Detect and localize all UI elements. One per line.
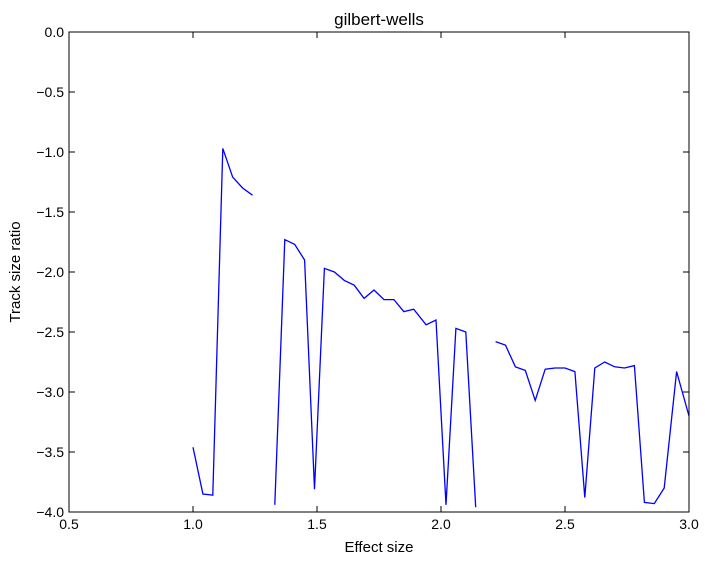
axis-ticks xyxy=(68,31,690,513)
series-line-segment xyxy=(192,148,253,496)
y-tick-label: −2.0 xyxy=(36,264,64,280)
x-tick-label: 2.0 xyxy=(431,516,451,532)
y-tick-label: −2.5 xyxy=(36,324,64,340)
y-tick-label: −4.0 xyxy=(36,504,64,520)
x-tick-label: 3.0 xyxy=(679,516,699,532)
series-line-segment xyxy=(274,238,477,508)
plot-lines xyxy=(192,148,690,508)
y-tick-label: 0.0 xyxy=(45,24,65,40)
x-tick-label: 1.0 xyxy=(183,516,203,532)
series-line-segment xyxy=(495,340,690,505)
x-axis-label: Effect size xyxy=(345,539,414,556)
chart-title: gilbert-wells xyxy=(334,10,424,29)
y-tick-label: −1.5 xyxy=(36,204,64,220)
x-tick-label: 2.5 xyxy=(555,516,575,532)
x-tick-label: 0.5 xyxy=(59,516,79,532)
plot-frame xyxy=(68,31,690,513)
y-tick-label: −3.5 xyxy=(36,444,64,460)
y-axis-label: Track size ratio xyxy=(7,221,24,322)
x-tick-label: 1.5 xyxy=(307,516,327,532)
y-tick-label: −3.0 xyxy=(36,384,64,400)
tick-labels: 0.5 1.0 1.5 2.0 2.5 3.0 0.0 −0.5 −1.0 −1.5 −2.0 −2.… xyxy=(36,24,699,532)
y-tick-label: −1.0 xyxy=(36,144,64,160)
y-tick-label: −0.5 xyxy=(36,84,64,100)
